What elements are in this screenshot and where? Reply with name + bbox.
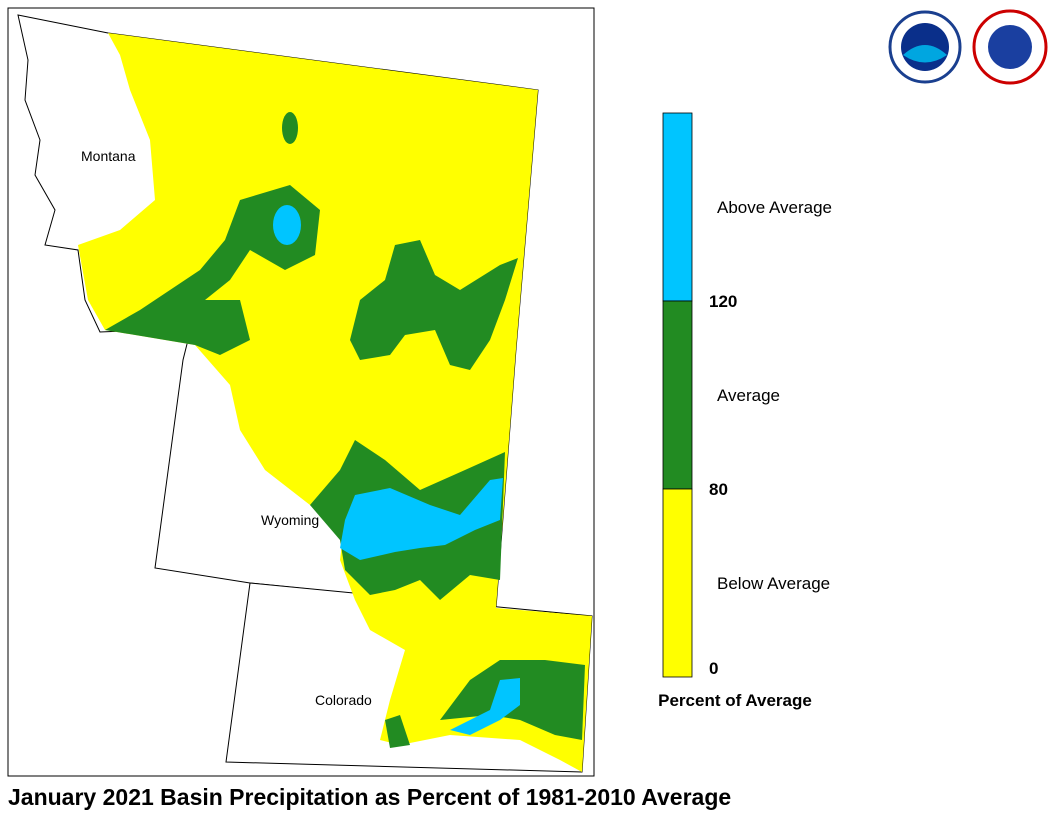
legend-label: Above Average bbox=[717, 198, 832, 217]
legend-label: Below Average bbox=[717, 574, 830, 593]
legend-tick-label: 80 bbox=[709, 480, 728, 499]
legend-tick-label: 0 bbox=[709, 659, 718, 678]
legend-title: Percent of Average bbox=[658, 691, 812, 710]
legend-swatch bbox=[662, 112, 693, 302]
legend: Percent of Average Above Average Average B… bbox=[658, 112, 832, 710]
legend-label: Average bbox=[717, 386, 780, 405]
logos bbox=[888, 9, 1048, 85]
state-label: Colorado bbox=[315, 692, 372, 708]
state-label: Wyoming bbox=[261, 512, 319, 528]
nws-logo-inner bbox=[988, 25, 1032, 69]
average-region bbox=[282, 112, 298, 144]
above-average-region bbox=[273, 205, 301, 245]
average-region bbox=[105, 185, 320, 355]
state-label: Montana bbox=[81, 148, 136, 164]
map: Montana Wyoming Colorado bbox=[17, 14, 593, 773]
page-title: January 2021 Basin Precipitation as Perc… bbox=[8, 784, 731, 810]
legend-swatch bbox=[662, 300, 693, 490]
legend-swatch bbox=[662, 488, 693, 678]
above-average-region bbox=[450, 678, 520, 735]
noaa-logo-wave bbox=[903, 45, 947, 63]
below-average-region bbox=[78, 33, 592, 772]
average-region bbox=[385, 715, 410, 748]
above-average-region bbox=[340, 478, 503, 560]
legend-tick-label: 120 bbox=[709, 292, 737, 311]
average-region bbox=[350, 240, 518, 370]
